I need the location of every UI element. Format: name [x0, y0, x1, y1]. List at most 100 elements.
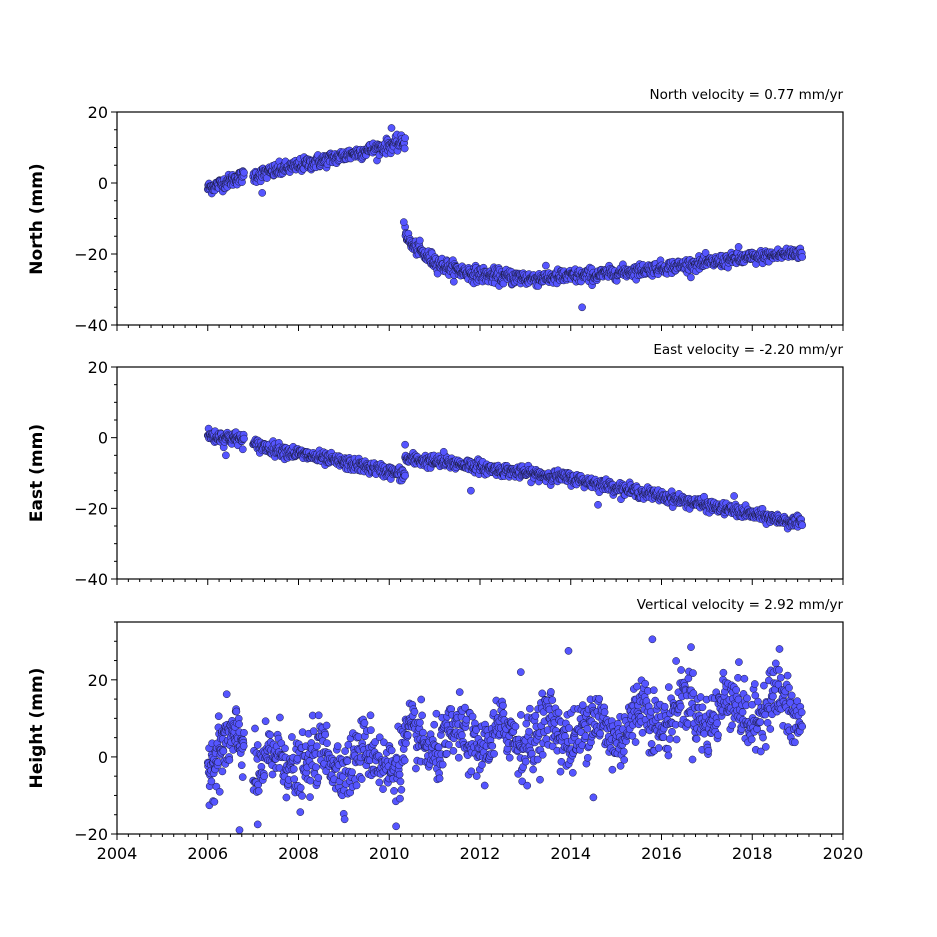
data-point: [499, 709, 508, 718]
data-point: [438, 760, 447, 769]
data-point: [538, 750, 547, 759]
data-point: [290, 775, 299, 783]
data-point: [766, 725, 775, 733]
data-point: [730, 492, 738, 500]
north-axes-frame: [116, 111, 844, 326]
data-point: [728, 721, 736, 730]
data-point: [239, 742, 248, 750]
data-point: [542, 261, 550, 270]
data-point: [750, 680, 759, 688]
data-point: [467, 486, 475, 495]
data-point: [686, 708, 695, 717]
x-tick-label: 2020: [823, 844, 864, 863]
data-point: [298, 792, 306, 800]
east-velocity-title: East velocity = -2.20 mm/yr: [653, 342, 843, 358]
data-point: [774, 680, 783, 689]
data-point: [738, 708, 747, 717]
data-point: [238, 773, 247, 781]
data-point: [445, 740, 453, 749]
data-point: [333, 742, 342, 750]
data-point: [538, 689, 547, 698]
data-point: [620, 756, 629, 764]
data-point: [791, 738, 799, 747]
data-point: [677, 666, 685, 674]
data-point: [734, 673, 742, 682]
vertical-velocity-title: Vertical velocity = 2.92 mm/yr: [637, 597, 844, 613]
data-point: [668, 727, 676, 736]
data-point: [396, 794, 404, 803]
data-point: [704, 746, 713, 755]
data-point: [583, 724, 592, 733]
data-point: [439, 447, 448, 456]
north-y-axis-label: North (mm): [27, 163, 47, 274]
data-point: [387, 746, 396, 755]
data-point: [442, 749, 451, 758]
data-point: [432, 709, 441, 718]
data-point: [261, 717, 270, 726]
y-tick-label: −20: [74, 245, 108, 264]
data-point: [734, 243, 743, 251]
data-point: [395, 770, 404, 779]
data-point: [430, 720, 439, 729]
data-point: [556, 767, 565, 776]
data-point: [648, 635, 657, 644]
data-point: [306, 793, 314, 801]
data-point: [352, 781, 361, 790]
x-tick-label: 2014: [550, 844, 591, 863]
data-point: [240, 434, 248, 443]
data-point: [435, 774, 444, 783]
y-tick-label: 0: [98, 174, 108, 193]
data-point: [401, 134, 409, 142]
data-point: [215, 787, 224, 796]
data-point: [619, 747, 628, 756]
data-point: [401, 471, 409, 480]
data-point: [375, 778, 384, 787]
data-point: [219, 747, 228, 756]
data-point: [581, 732, 590, 741]
data-point: [522, 719, 531, 728]
data-point: [207, 777, 216, 786]
x-tick-label: 2006: [187, 844, 228, 863]
data-point: [281, 744, 289, 753]
data-point: [631, 738, 640, 746]
data-point: [258, 189, 267, 197]
data-point: [412, 764, 420, 773]
data-point: [688, 755, 697, 764]
data-point: [419, 728, 427, 737]
data-point: [785, 683, 793, 692]
data-point: [454, 753, 463, 762]
y-tick-label: 20: [88, 103, 108, 122]
data-point: [467, 767, 476, 776]
data-point: [222, 451, 230, 460]
height-y-axis-label: Height (mm): [27, 668, 47, 789]
data-point: [554, 708, 563, 717]
data-point: [564, 647, 573, 655]
east-y-axis-label: East (mm): [27, 424, 47, 522]
north-axis-ticks: 20 0 −20 −40: [74, 103, 844, 335]
data-point: [589, 793, 598, 802]
data-point: [743, 694, 751, 703]
data-point: [672, 657, 680, 665]
data-point: [719, 668, 728, 677]
y-tick-label: −20: [74, 825, 108, 844]
data-point: [313, 742, 321, 751]
data-point: [472, 772, 481, 780]
data-point: [379, 785, 387, 793]
data-point: [390, 787, 398, 795]
north-data-points: [203, 124, 807, 312]
data-point: [557, 757, 566, 766]
data-point: [787, 691, 796, 700]
data-point: [434, 743, 443, 752]
data-point: [458, 731, 466, 740]
data-point: [798, 521, 807, 530]
data-point: [400, 144, 409, 153]
data-point: [797, 708, 806, 717]
data-point: [759, 733, 767, 742]
data-point: [521, 757, 530, 766]
data-point: [340, 815, 349, 824]
data-point: [288, 733, 296, 741]
data-point: [289, 765, 298, 773]
data-point: [403, 731, 412, 739]
data-point: [595, 694, 604, 703]
data-point: [756, 718, 765, 726]
